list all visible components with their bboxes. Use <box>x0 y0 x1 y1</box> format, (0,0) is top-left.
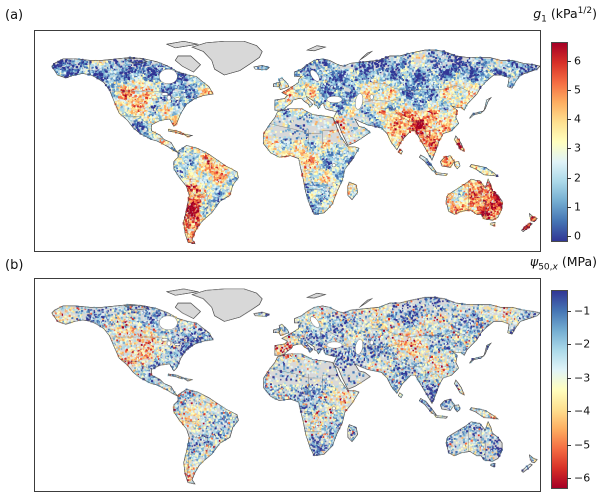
colorbar-tick <box>567 478 571 480</box>
colorbar-a-title-mid: (kPa <box>546 6 578 22</box>
colorbar-a-title-subscript: 1 <box>541 15 547 25</box>
colorbar-b-title-sub-italic: x <box>552 262 558 273</box>
colorbar-b: −1 −2 −3 −4 −5 −6 <box>551 290 590 489</box>
colorbar-tick-label: 2 <box>574 171 581 185</box>
colorbar-tick-label: 4 <box>574 112 581 126</box>
colorbar-a-title-sup: 1/2 <box>577 6 593 16</box>
colorbar-tick <box>567 90 571 92</box>
colorbar-tick-label: 0 <box>574 229 581 243</box>
colorbar-tick-label: 6 <box>574 54 581 68</box>
colorbar-tick-label: −6 <box>574 471 591 485</box>
colorbar-tick <box>567 236 571 238</box>
colorbar-tick <box>567 344 571 346</box>
colorbar-tick <box>567 310 571 312</box>
panel-b-label: (b) <box>5 258 24 273</box>
colorbar-b-title-sub-text: 50, <box>538 262 553 273</box>
colorbar-tick-label: −1 <box>574 304 591 318</box>
colorbar-a-gradient <box>552 43 567 241</box>
colorbar-tick-label: 3 <box>574 141 581 155</box>
colorbar-tick <box>567 60 571 62</box>
world-map-canvas-a <box>35 31 540 251</box>
colorbar-tick-label: −3 <box>574 371 591 385</box>
colorbar-tick-label: 5 <box>574 83 581 97</box>
colorbar-tick <box>567 148 571 150</box>
colorbar-tick <box>567 177 571 179</box>
colorbar-tick-label: −5 <box>574 438 591 452</box>
colorbar-a-title: g1 (kPa1/2) <box>533 6 597 25</box>
colorbar-a-title-var: g <box>533 6 542 22</box>
panel-a-label: (a) <box>5 8 24 23</box>
colorbar-tick <box>567 411 571 413</box>
colorbar-b-title-mid: (MPa) <box>557 254 597 270</box>
colorbar-b-title-var: ψ <box>529 254 539 270</box>
world-map-canvas-b <box>35 279 540 491</box>
world-map-panel-b <box>34 278 541 492</box>
colorbar-a-title-sub-text: 1 <box>541 14 547 25</box>
colorbar-tick-label: 1 <box>574 200 581 214</box>
colorbar-b-title: ψ50,x (MPa) <box>530 254 597 273</box>
colorbar-b-title-subscript: 50,x <box>538 263 558 273</box>
colorbar-a-title-end: ) <box>592 6 597 22</box>
colorbar-tick <box>567 444 571 446</box>
world-map-panel-a <box>34 30 541 252</box>
colorbar-tick-label: −2 <box>574 337 591 351</box>
colorbar-b-gradient <box>552 291 567 488</box>
colorbar-tick <box>567 377 571 379</box>
colorbar-tick-label: −4 <box>574 404 591 418</box>
colorbar-tick <box>567 119 571 121</box>
colorbar-tick <box>567 206 571 208</box>
colorbar-a: 6 5 4 3 2 1 0 <box>551 42 581 243</box>
